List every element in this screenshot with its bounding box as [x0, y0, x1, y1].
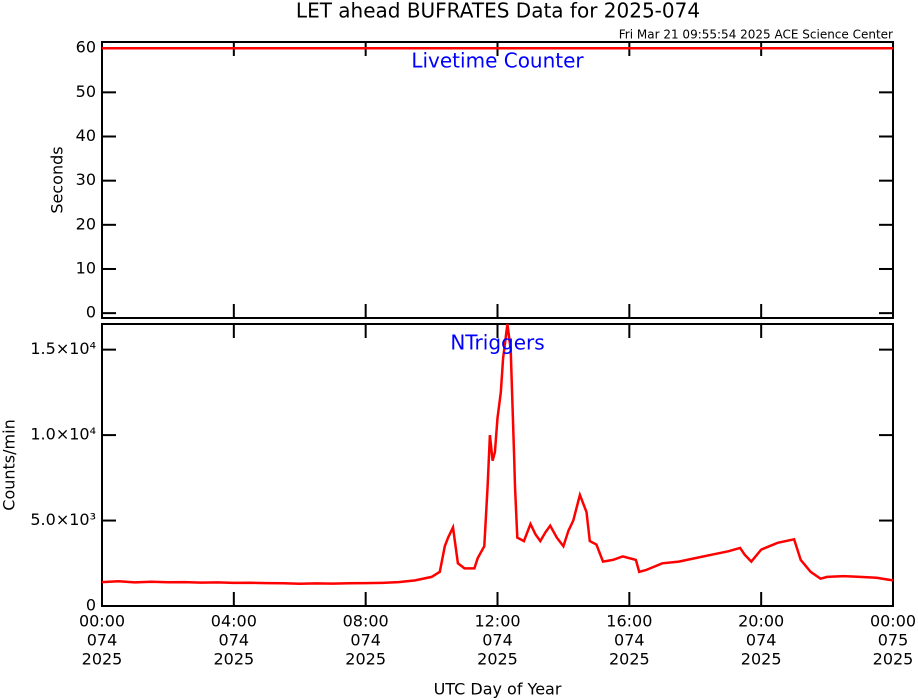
y-tick-label: 60 [76, 38, 96, 57]
y-tick-label: 0 [86, 303, 96, 322]
x-tick-label: 2025 [477, 650, 518, 669]
x-tick-label: 075 [878, 631, 909, 650]
x-tick-label: 2025 [609, 650, 650, 669]
y-tick-label: 40 [76, 126, 96, 145]
x-tick-label: 2025 [345, 650, 386, 669]
panel-label: Livetime Counter [411, 49, 584, 73]
x-tick-label: 00:00 [870, 612, 916, 631]
x-tick-label: 2025 [213, 650, 254, 669]
y-tick-label: 5.0×10³ [30, 510, 96, 529]
subtitle: Fri Mar 21 09:55:54 2025 ACE Science Cen… [619, 28, 893, 42]
x-tick-label: 12:00 [474, 612, 520, 631]
y-axis-label: Seconds [48, 146, 67, 213]
y-tick-label: 0 [86, 596, 96, 615]
y-tick-label: 20 [76, 214, 96, 233]
chart-title: LET ahead BUFRATES Data for 2025-074 [296, 0, 700, 23]
x-tick-label: 00:00 [79, 612, 125, 631]
x-tick-label: 2025 [82, 650, 123, 669]
x-tick-label: 08:00 [343, 612, 389, 631]
x-tick-label: 074 [350, 631, 381, 650]
y-tick-label: 50 [76, 82, 96, 101]
y-tick-label: 30 [76, 170, 96, 189]
y-tick-label: 1.5×10⁴ [30, 339, 96, 358]
x-tick-label: 074 [614, 631, 645, 650]
x-tick-label: 074 [219, 631, 250, 650]
x-axis-label: UTC Day of Year [434, 680, 562, 699]
x-tick-label: 2025 [873, 650, 914, 669]
x-tick-label: 04:00 [211, 612, 257, 631]
x-tick-label: 2025 [741, 650, 782, 669]
x-tick-label: 074 [746, 631, 777, 650]
plot-frame [101, 41, 894, 319]
x-tick-label: 20:00 [738, 612, 784, 631]
y-tick-label: 1.0×10⁴ [30, 425, 96, 444]
x-tick-label: 074 [482, 631, 513, 650]
plot-frame [101, 323, 894, 607]
y-axis-label: Counts/min [0, 419, 19, 510]
y-tick-label: 10 [76, 258, 96, 277]
x-tick-label: 074 [87, 631, 118, 650]
panel-label: NTriggers [450, 331, 544, 355]
data-line [101, 323, 894, 586]
x-tick-label: 16:00 [606, 612, 652, 631]
